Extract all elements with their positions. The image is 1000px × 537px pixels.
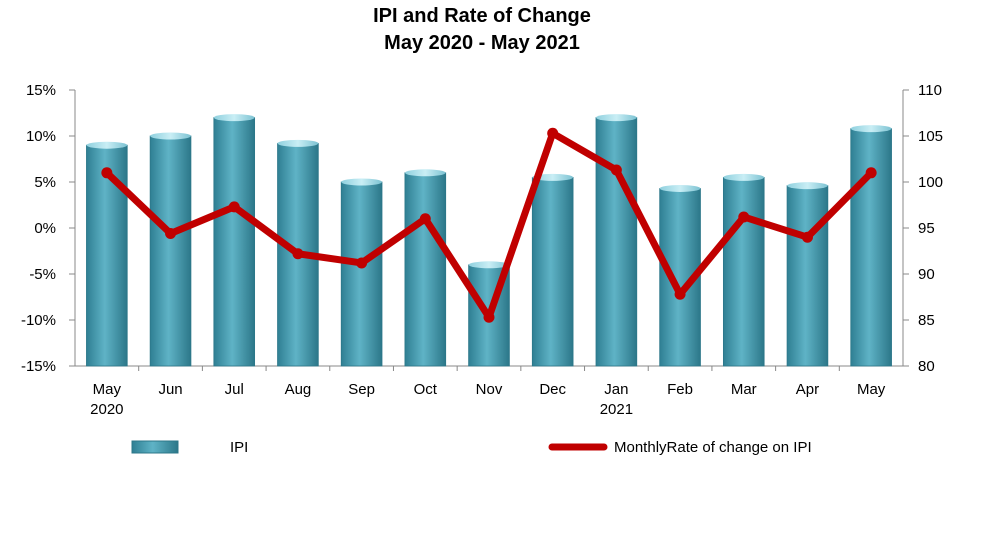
x-tick-label: Dec [539,381,566,398]
y-right-tick-label: 110 [918,82,942,99]
rate-point [610,164,622,176]
x-tick-label: Apr [796,381,819,398]
x-tick-label: Jul [225,381,244,398]
y-left-tick-label: -5% [29,266,56,283]
x-tick-label: May [857,381,886,398]
bar-series-ipi [86,114,892,367]
y-right-tick-label: 105 [918,128,943,145]
bar-top-cap [723,173,765,181]
bar-top-cap [532,173,574,181]
legend: IPI MonthlyRate of change on IPI [131,439,812,456]
bar-top-cap [659,184,701,192]
bar-top-cap [404,169,446,177]
rate-point [483,311,495,323]
x-tick-label: Mar [731,381,757,398]
y-left-tick-label: 0% [34,220,56,237]
legend-label-ipi: IPI [230,439,248,456]
bar-ipi [340,181,383,367]
rate-point [547,127,559,139]
rate-point [419,213,431,225]
bar-ipi [722,176,765,367]
bar-top-cap [277,139,319,147]
y-right-tick-label: 80 [918,358,935,375]
bar-top-cap [86,141,128,149]
bar-top-cap [213,114,255,122]
bar-top-cap [850,125,892,133]
rate-point [356,257,368,269]
rate-point [101,167,113,179]
bar-top-cap [596,114,637,122]
bar-ipi [595,117,638,367]
rate-point [801,231,813,243]
bar-ipi [786,185,829,367]
y-left-tick-label: 15% [26,82,56,99]
rate-point [292,248,304,260]
x-tick-label: Jan [604,381,628,398]
rate-point [674,288,686,300]
x-tick-label: Oct [414,381,438,398]
bar-ipi [531,176,574,367]
x-tick-year-label: 2020 [90,401,123,418]
bar-top-cap [150,132,191,140]
y-right-tick-label: 95 [918,220,935,237]
y-right-tick-label: 90 [918,266,935,283]
legend-label-rate: MonthlyRate of change on IPI [614,439,812,456]
x-tick-label: Jun [158,381,182,398]
bar-ipi [149,135,192,367]
bar-ipi [404,172,447,367]
axis-labels: 15% 110 10% 105 5% 100 0% 95 -5% 90 -10% 85 -15% 80 Ma… [21,82,943,418]
y-left-tick-label: 5% [34,174,56,191]
bar-top-cap [468,261,510,269]
bar-ipi [850,128,892,367]
y-right-tick-label: 100 [918,174,943,191]
bar-top-cap [787,182,828,190]
x-tick-label: May [93,381,122,398]
bar-ipi [213,117,256,367]
x-tick-label: Nov [476,381,503,398]
y-right-tick-label: 85 [918,312,935,329]
y-left-tick-label: -15% [21,358,56,375]
rate-point [865,167,877,179]
line-series-rate-of-change [101,127,877,323]
x-tick-label: Sep [348,381,375,398]
chart-title: IPI and Rate of Change [373,5,591,27]
y-left-tick-label: 10% [26,128,56,145]
rate-point [165,228,177,240]
legend-swatch-ipi [131,440,179,454]
bar-top-cap [341,178,382,186]
x-tick-year-label: 2021 [600,401,633,418]
rate-point [228,201,240,213]
x-tick-label: Feb [667,381,693,398]
bar-ipi [86,144,128,367]
y-left-tick-label: -10% [21,312,56,329]
rate-point [738,211,750,223]
x-tick-label: Aug [285,381,312,398]
chart-subtitle: May 2020 - May 2021 [384,32,580,54]
